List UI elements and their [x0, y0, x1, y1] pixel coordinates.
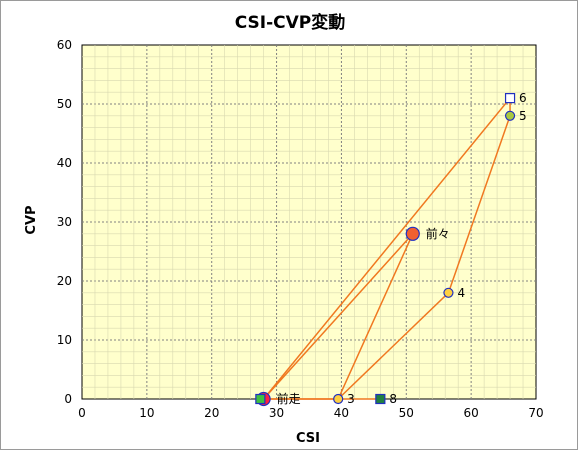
x-tick-label: 40: [334, 406, 349, 420]
tick-labels: 0 10 20 30 40 50 60 70 0 10 20 30 40 50 60: [57, 38, 544, 420]
grid-lines: [82, 45, 536, 399]
x-tick-label: 20: [204, 406, 219, 420]
data-point-label: 3: [347, 392, 355, 406]
data-point-label: 5: [519, 109, 527, 123]
y-tick-label: 60: [57, 38, 72, 52]
y-tick-label: 20: [57, 274, 72, 288]
y-tick-label: 0: [64, 392, 72, 406]
y-tick-label: 40: [57, 156, 72, 170]
y-tick-label: 10: [57, 333, 72, 347]
data-point-label: 6: [519, 91, 527, 105]
data-point-marker: [443, 287, 454, 298]
x-tick-label: 0: [78, 406, 86, 420]
plot-area: [81, 44, 537, 400]
data-point-label: 前々: [426, 226, 450, 241]
x-tick-label: 50: [399, 406, 414, 420]
data-point-marker: [405, 226, 420, 241]
y-axis-title: CVP: [24, 205, 39, 234]
data-point-marker: [255, 393, 266, 405]
connector-line: [337, 233, 414, 400]
data-point-label: 8: [389, 392, 397, 406]
y-tick-label: 50: [57, 97, 72, 111]
data-point-marker: [504, 92, 516, 104]
connector-line: [447, 115, 511, 294]
x-axis-title: CSI: [296, 431, 320, 446]
chart-title: CSI-CVP変動: [235, 12, 346, 33]
x-tick-label: 30: [269, 406, 284, 420]
y-tick-label: 30: [57, 215, 72, 229]
data-point-marker: [504, 110, 516, 121]
connector-lines: [263, 97, 511, 400]
connector-line: [263, 97, 511, 400]
x-tick-label: 70: [528, 406, 543, 420]
connector-line: [337, 292, 449, 400]
point-labels: 前々 4 5 6 3 8 前走: [277, 91, 527, 406]
data-markers: [255, 92, 516, 407]
connector-line: [263, 233, 414, 400]
x-tick-label: 10: [139, 406, 154, 420]
data-point-marker: [333, 393, 344, 405]
data-point-label: 4: [457, 286, 465, 300]
data-point-marker: [375, 393, 386, 405]
x-tick-label: 60: [464, 406, 479, 420]
data-point-label: 前走: [277, 391, 301, 406]
